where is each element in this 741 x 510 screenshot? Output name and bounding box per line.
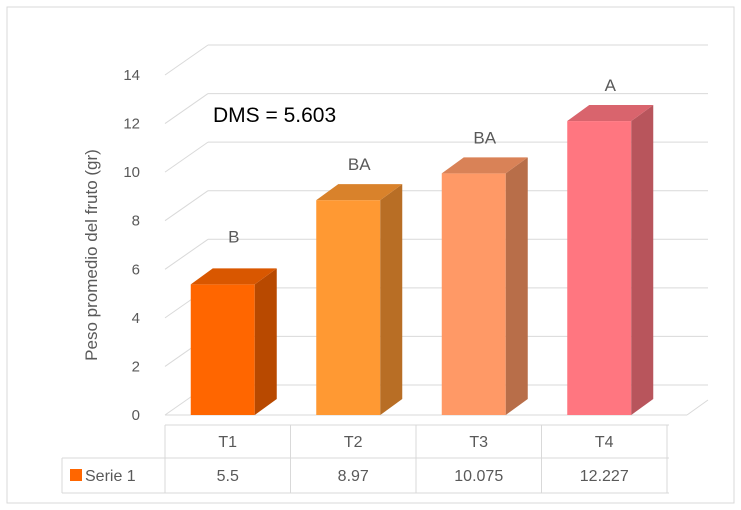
bar-top: [190, 268, 277, 285]
bar-side: [505, 157, 528, 416]
legend-swatch: [70, 469, 82, 481]
x-category-label: T2: [344, 434, 363, 451]
bar: [190, 284, 255, 415]
bar-top: [316, 184, 403, 201]
x-category-label: T1: [218, 434, 237, 451]
y-axis-title: Peso promedio del fruto (gr): [82, 149, 101, 361]
data-table-value: 5.5: [217, 468, 239, 485]
y-tick-label: 10: [123, 164, 140, 181]
bar-side: [631, 105, 654, 416]
legend-series-name: Serie 1: [85, 468, 136, 485]
y-tick-label: 0: [132, 407, 140, 424]
significance-letter: A: [605, 76, 617, 95]
bar: [441, 173, 506, 415]
bar-top: [441, 157, 528, 174]
bar: [567, 121, 632, 416]
labels: 0 2 4 6 8 10 12 14 Peso promedio del fruto (gr) B…: [82, 67, 617, 424]
dms-annotation: DMS = 5.603: [213, 104, 336, 127]
gridline-side: [164, 190, 209, 222]
y-tick-label: 6: [132, 261, 140, 278]
data-table-value: 12.227: [580, 468, 629, 485]
significance-letter: B: [228, 227, 239, 246]
y-tick-label: 2: [132, 358, 140, 375]
gridline-side: [164, 93, 209, 124]
bars: [190, 105, 654, 416]
y-tick-label: 4: [132, 310, 140, 327]
x-category-label: T4: [595, 434, 614, 451]
data-table-value: 8.97: [338, 468, 369, 485]
significance-letter: BA: [473, 128, 496, 147]
bar-side: [254, 268, 277, 415]
bar-top: [567, 105, 654, 122]
gridline-side: [164, 44, 209, 76]
gridline-side: [164, 141, 209, 173]
significance-letter: BA: [348, 155, 371, 174]
y-tick-label: 12: [123, 116, 140, 133]
x-category-label: T3: [469, 434, 488, 451]
data-table: T1 5.5 T2 8.97 T3 10.075 T4 12.227 Serie 1: [61, 424, 669, 494]
data-table-value: 10.075: [454, 468, 503, 485]
bar: [316, 200, 381, 415]
floor-right-edge: [686, 399, 709, 416]
bar-side: [380, 184, 403, 415]
y-tick-label: 14: [123, 67, 140, 84]
gridline-side: [164, 238, 209, 270]
y-tick-label: 8: [132, 213, 140, 230]
